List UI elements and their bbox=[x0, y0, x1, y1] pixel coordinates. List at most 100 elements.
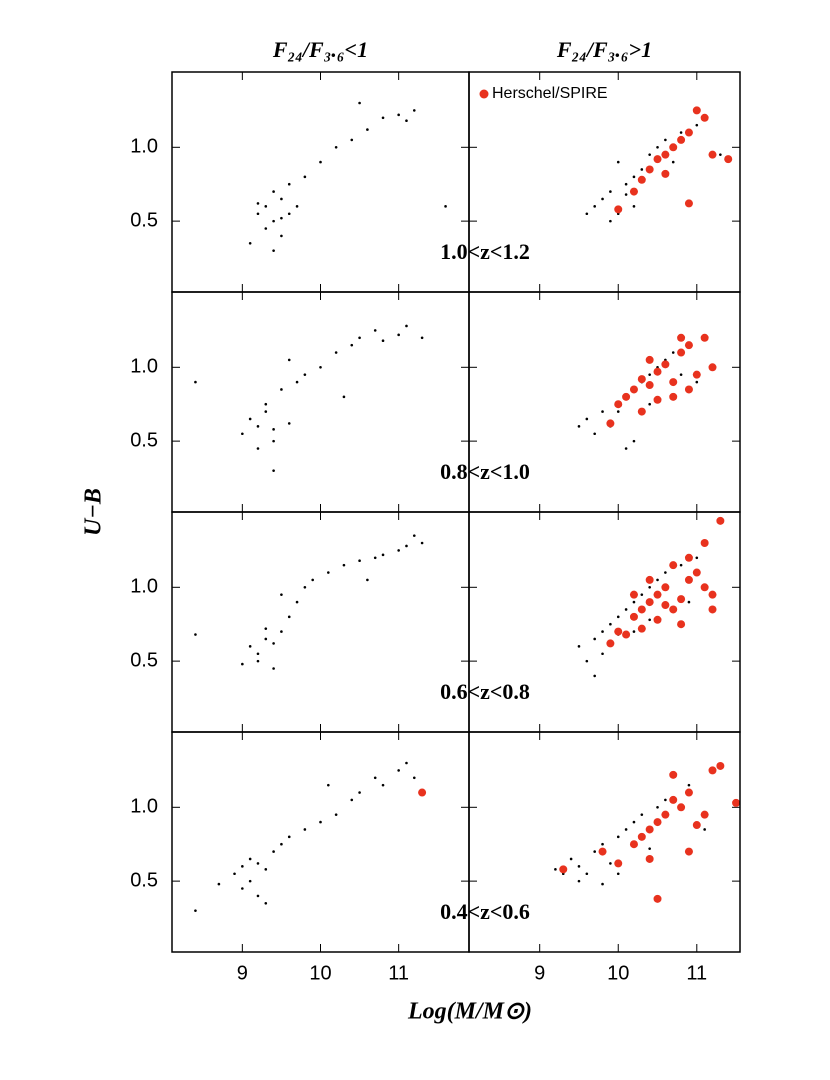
point bbox=[632, 175, 636, 179]
herschel-point bbox=[724, 155, 733, 164]
herschel-point bbox=[622, 630, 631, 639]
point bbox=[616, 160, 620, 164]
point bbox=[280, 197, 283, 201]
point bbox=[272, 642, 275, 645]
column-title: F₂₄/F₃.₆>1 bbox=[556, 37, 652, 62]
point bbox=[350, 343, 354, 347]
point bbox=[624, 608, 628, 611]
point bbox=[381, 339, 385, 343]
y-tick-label: 0.5 bbox=[130, 429, 158, 451]
point bbox=[264, 868, 268, 871]
y-tick-label: 1.0 bbox=[130, 576, 158, 598]
point bbox=[366, 578, 369, 582]
point bbox=[601, 410, 604, 413]
y-tick-label: 0.5 bbox=[130, 869, 158, 891]
herschel-point bbox=[684, 341, 693, 350]
point bbox=[272, 850, 275, 853]
herschel-point bbox=[645, 854, 654, 863]
point bbox=[287, 212, 291, 216]
herschel-point bbox=[677, 348, 686, 357]
legend-marker bbox=[479, 89, 489, 99]
herschel-point bbox=[700, 333, 709, 342]
point bbox=[624, 828, 628, 831]
herschel-point bbox=[669, 392, 678, 401]
point bbox=[616, 872, 620, 876]
point bbox=[695, 380, 699, 384]
herschel-point bbox=[669, 605, 678, 614]
point bbox=[327, 571, 330, 574]
point bbox=[593, 637, 596, 641]
point bbox=[616, 615, 620, 619]
herschel-point bbox=[645, 355, 654, 364]
point bbox=[405, 544, 408, 548]
point bbox=[233, 872, 236, 876]
point bbox=[585, 417, 589, 421]
herschel-point bbox=[629, 840, 638, 849]
point bbox=[272, 428, 275, 431]
point bbox=[648, 586, 651, 589]
point bbox=[381, 116, 385, 120]
herschel-point bbox=[700, 583, 709, 592]
point bbox=[616, 835, 620, 839]
point bbox=[671, 351, 675, 354]
point bbox=[256, 894, 260, 898]
herschel-point bbox=[684, 385, 693, 394]
point bbox=[248, 417, 252, 421]
point bbox=[632, 630, 636, 633]
point bbox=[256, 862, 260, 865]
y-tick-label: 0.5 bbox=[130, 209, 158, 231]
redshift-label: 0.4<z<0.6 bbox=[440, 899, 530, 924]
point bbox=[303, 828, 307, 831]
herschel-point bbox=[645, 381, 654, 390]
point bbox=[601, 842, 604, 846]
point bbox=[256, 425, 260, 428]
point bbox=[194, 633, 197, 636]
point bbox=[577, 425, 581, 428]
point bbox=[280, 593, 283, 596]
herschel-point bbox=[700, 539, 709, 548]
x-tick-label: 9 bbox=[534, 962, 545, 984]
y-tick-label: 1.0 bbox=[130, 136, 158, 158]
herschel-point bbox=[661, 583, 670, 592]
point bbox=[241, 662, 244, 666]
point bbox=[695, 556, 699, 560]
point bbox=[397, 333, 400, 337]
point bbox=[397, 113, 400, 117]
point bbox=[264, 901, 268, 905]
point bbox=[334, 813, 338, 816]
point bbox=[609, 622, 612, 626]
y-axis-label: U−B bbox=[81, 488, 107, 536]
herschel-point bbox=[677, 803, 686, 812]
herschel-point bbox=[653, 894, 662, 903]
point bbox=[593, 432, 596, 436]
point bbox=[287, 182, 291, 186]
herschel-point bbox=[653, 367, 662, 376]
herschel-point bbox=[629, 187, 638, 196]
point bbox=[248, 857, 252, 861]
point bbox=[648, 373, 651, 376]
herschel-point bbox=[692, 370, 701, 379]
herschel-point bbox=[700, 113, 709, 122]
point bbox=[256, 447, 260, 450]
point bbox=[585, 212, 589, 216]
point bbox=[248, 645, 252, 648]
point bbox=[248, 879, 252, 883]
point bbox=[256, 212, 260, 216]
point bbox=[585, 872, 589, 876]
point bbox=[624, 193, 628, 196]
point bbox=[648, 153, 651, 156]
point bbox=[272, 249, 275, 252]
herschel-point bbox=[637, 624, 646, 633]
point bbox=[373, 776, 377, 780]
point bbox=[287, 358, 291, 362]
herschel-point bbox=[645, 575, 654, 584]
panel-frame bbox=[171, 71, 470, 293]
herschel-point bbox=[684, 199, 693, 208]
point bbox=[640, 168, 644, 171]
point bbox=[256, 202, 260, 205]
herschel-point bbox=[645, 165, 654, 174]
point bbox=[295, 600, 299, 604]
y-tick-label: 1.0 bbox=[130, 796, 158, 818]
herschel-point bbox=[629, 385, 638, 394]
